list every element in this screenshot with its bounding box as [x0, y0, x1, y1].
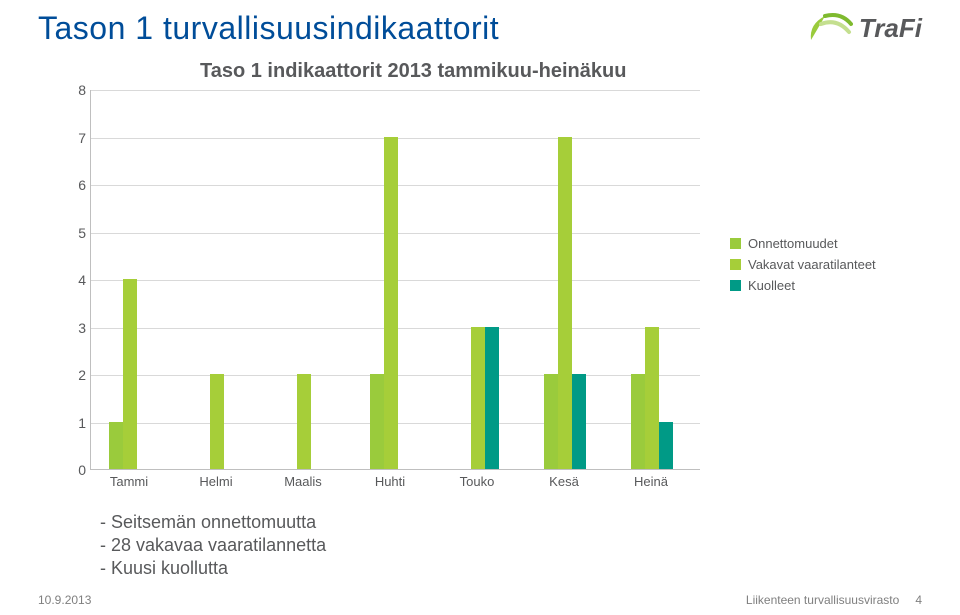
legend-item: Kuolleet — [730, 278, 876, 293]
legend-label: Vakavat vaaratilanteet — [748, 257, 876, 272]
chart-ytick: 5 — [68, 225, 86, 241]
chart-ytick: 4 — [68, 272, 86, 288]
chart-xlabel: Tammi — [89, 474, 169, 489]
chart-bar — [544, 374, 558, 469]
chart-bar — [109, 422, 123, 470]
legend-item: Vakavat vaaratilanteet — [730, 257, 876, 272]
chart-legend: Onnettomuudet Vakavat vaaratilanteet Kuoll… — [730, 230, 876, 299]
legend-swatch — [730, 259, 741, 270]
page-title: Tason 1 turvallisuusindikaattorit — [38, 10, 499, 47]
chart-bar — [297, 374, 311, 469]
chart-xlabel: Touko — [437, 474, 517, 489]
trafi-logo: TraFi — [807, 10, 922, 46]
slide-footer: 10.9.2013 Liikenteen turvallisuusvirasto… — [38, 593, 922, 607]
footer-date: 10.9.2013 — [38, 593, 91, 607]
chart-ytick: 1 — [68, 415, 86, 431]
chart-bar — [485, 327, 499, 470]
chart-plot-area — [90, 90, 700, 470]
chart-bar — [471, 327, 485, 470]
chart-ytick: 2 — [68, 367, 86, 383]
bullet-item: - Kuusi kuollutta — [100, 558, 326, 579]
legend-item: Onnettomuudet — [730, 236, 876, 251]
chart-bar — [572, 374, 586, 469]
chart-subtitle: Taso 1 indikaattorit 2013 tammikuu-heinä… — [200, 60, 626, 83]
bullet-item: - 28 vakavaa vaaratilannetta — [100, 535, 326, 556]
chart-xlabel: Huhti — [350, 474, 430, 489]
footer-org: Liikenteen turvallisuusvirasto — [746, 593, 899, 607]
chart-xlabel: Kesä — [524, 474, 604, 489]
summary-bullets: - Seitsemän onnettomuutta- 28 vakavaa va… — [100, 510, 326, 581]
chart-ytick: 0 — [68, 462, 86, 478]
chart-ytick: 6 — [68, 177, 86, 193]
chart-bar — [210, 374, 224, 469]
chart-bar — [384, 137, 398, 470]
slide: Tason 1 turvallisuusindikaattorit Taso 1… — [0, 0, 960, 615]
chart-gridline — [91, 90, 700, 91]
trafi-logo-text: TraFi — [859, 13, 922, 44]
chart-ytick: 3 — [68, 320, 86, 336]
footer-page: 4 — [915, 593, 922, 607]
chart-bar — [659, 422, 673, 470]
chart-bar — [123, 279, 137, 469]
legend-label: Onnettomuudet — [748, 236, 838, 251]
chart-bar — [558, 137, 572, 470]
legend-label: Kuolleet — [748, 278, 795, 293]
chart-ytick: 7 — [68, 130, 86, 146]
chart-ytick: 8 — [68, 82, 86, 98]
chart-bar — [631, 374, 645, 469]
legend-swatch — [730, 280, 741, 291]
trafi-logo-icon — [807, 10, 853, 46]
chart-bar — [370, 374, 384, 469]
chart-xlabel: Helmi — [176, 474, 256, 489]
chart-xlabel: Maalis — [263, 474, 343, 489]
chart-xlabel: Heinä — [611, 474, 691, 489]
chart-bar — [645, 327, 659, 470]
bar-chart: 012345678TammiHelmiMaalisHuhtiToukoKesäH… — [60, 90, 700, 490]
legend-swatch — [730, 238, 741, 249]
bullet-item: - Seitsemän onnettomuutta — [100, 512, 326, 533]
